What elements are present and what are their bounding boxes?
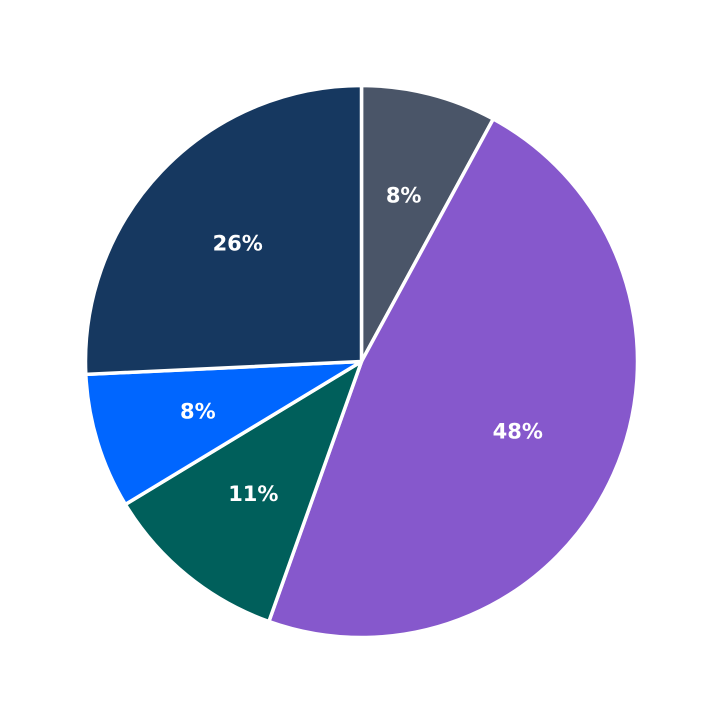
pie-slice-3 — [123, 359, 364, 624]
pie-slice-label-2: 48% — [493, 419, 543, 443]
pie-slice-1 — [359, 83, 496, 364]
pie-slice-2 — [267, 117, 640, 640]
pie-labels: 8% 48% 11% 8% 26% — [180, 184, 543, 506]
pie-slice-label-4: 8% — [180, 399, 216, 423]
pie-slice-label-5: 26% — [213, 231, 263, 255]
pie-slice-label-1: 8% — [386, 184, 422, 208]
pie-slices — [83, 83, 640, 640]
pie-slice-5 — [83, 83, 364, 377]
pie-slice-label-3: 11% — [228, 482, 278, 506]
pie-slice-4 — [84, 359, 364, 507]
